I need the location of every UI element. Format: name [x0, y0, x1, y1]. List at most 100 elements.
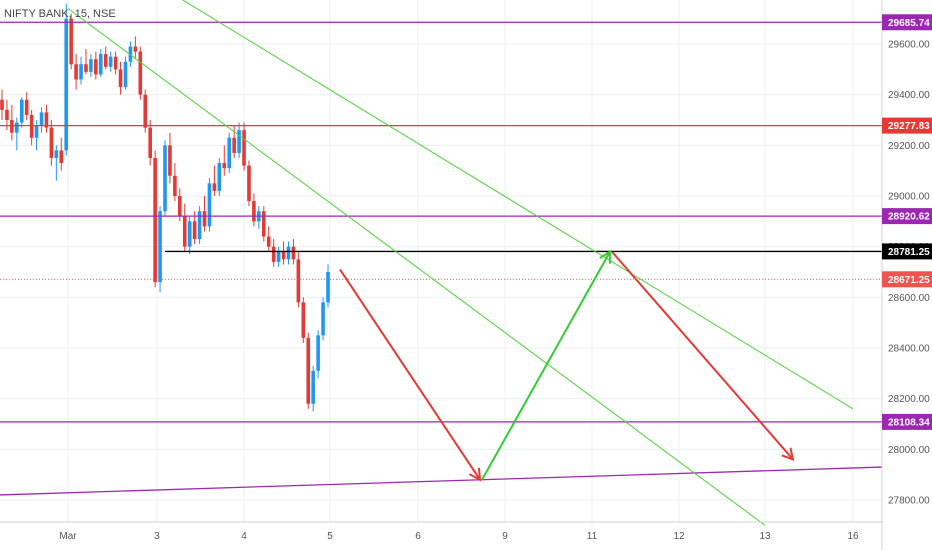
projection-arrow-head [781, 447, 795, 462]
candle-body [261, 211, 266, 237]
candle-body [153, 158, 157, 283]
candle-body [74, 64, 78, 80]
candle-body [296, 259, 301, 303]
candle-body [29, 114, 34, 138]
candle-body [108, 56, 113, 67]
projection-arrow-head [468, 467, 482, 482]
candle-body [113, 56, 118, 70]
candle-body [247, 165, 251, 202]
x-tick-label: 13 [759, 531, 771, 542]
candle-body [39, 112, 44, 126]
candle-body [271, 246, 276, 262]
x-tick-label: 6 [415, 531, 421, 542]
candle-body [306, 337, 311, 404]
y-tick-label: 28200.00 [888, 394, 930, 405]
candle-body [103, 54, 108, 67]
candles [0, 3, 330, 412]
candle-body [202, 211, 207, 227]
candle-body [84, 64, 88, 72]
candle-body [89, 59, 93, 72]
support-trend-line [0, 466, 883, 496]
price-level-label: 28671.25 [888, 275, 930, 286]
candle-body [276, 251, 281, 262]
candle-body [5, 109, 9, 120]
y-tick-label: 27800.00 [888, 496, 930, 507]
y-tick-label: 29400.00 [888, 90, 930, 101]
candle-body [163, 145, 167, 212]
candle-body [237, 130, 241, 153]
candle-body [173, 175, 177, 196]
price-level-tag [882, 208, 932, 225]
x-tick-label: 11 [587, 531, 598, 542]
candle-body [54, 150, 59, 158]
y-tick-label: 29000.00 [888, 192, 930, 203]
candle-body [0, 99, 4, 110]
x-tick-label: 3 [154, 531, 160, 542]
candle-body [212, 183, 217, 191]
candle-body [158, 211, 162, 283]
candle-body [252, 201, 256, 222]
candle-body [286, 246, 291, 260]
candle-body [316, 335, 320, 371]
candle-body [242, 130, 246, 166]
projection-arrow [611, 251, 794, 461]
projection-arrow [481, 251, 611, 481]
candle-body [94, 59, 98, 75]
candle-body [15, 122, 19, 133]
candle-body [123, 61, 128, 88]
candle-body [232, 137, 236, 153]
candle-body [168, 145, 172, 176]
candle-body [44, 112, 49, 128]
price-level-tag [882, 271, 932, 288]
candle-body [98, 54, 103, 75]
price-level-tag [882, 117, 932, 134]
price-level-label: 29277.83 [888, 121, 930, 132]
resistance-trend-line [67, 8, 766, 526]
candle-body [148, 127, 152, 158]
candle-body [266, 236, 271, 247]
candle-body [301, 302, 306, 338]
resistance-trend-line [181, 0, 854, 410]
candle-body [187, 221, 192, 247]
candle-body [321, 302, 325, 336]
grid [0, 0, 882, 522]
candle-body [281, 251, 286, 260]
projection-arrow [339, 268, 481, 481]
candle-body [59, 150, 64, 164]
candle-body [178, 196, 182, 217]
drawings [0, 0, 883, 526]
price-level-tag [882, 413, 932, 430]
x-tick-label: 16 [847, 531, 859, 542]
x-tick-label: 9 [502, 531, 508, 542]
y-tick-label: 29600.00 [888, 40, 930, 51]
y-tick-label: 29200.00 [888, 141, 930, 152]
candle-body [34, 125, 39, 138]
candle-body [197, 211, 202, 240]
price-axis: 29600.0029400.0029200.0029000.0028800.00… [881, 0, 932, 550]
candle-body [182, 216, 187, 247]
candle-body [118, 69, 123, 88]
candle-body [128, 46, 133, 62]
time-axis: Mar 3 4 5 6 9 11 12 13 16 [0, 521, 882, 542]
candle-body [24, 99, 29, 115]
price-level-tag [882, 243, 932, 260]
price-level-tag [882, 14, 932, 31]
candle-body [207, 183, 212, 227]
x-tick-label: 5 [327, 531, 333, 542]
candle-body [143, 94, 148, 128]
x-tick-label: Mar [59, 531, 77, 542]
candle-body [49, 127, 54, 158]
candle-body [79, 64, 83, 80]
candle-body [19, 99, 24, 123]
candle-body [222, 163, 227, 169]
projection-arrow-head [599, 249, 612, 264]
candle-body [64, 18, 69, 151]
y-tick-label: 28000.00 [888, 445, 930, 456]
price-level-label: 28108.34 [888, 417, 930, 428]
y-tick-label: 28600.00 [888, 293, 930, 304]
x-tick-label: 4 [241, 531, 247, 542]
candle-body [192, 221, 197, 240]
chart-title: NIFTY BANK, 15, NSE [4, 8, 116, 20]
price-level-label: 28781.25 [888, 247, 930, 258]
